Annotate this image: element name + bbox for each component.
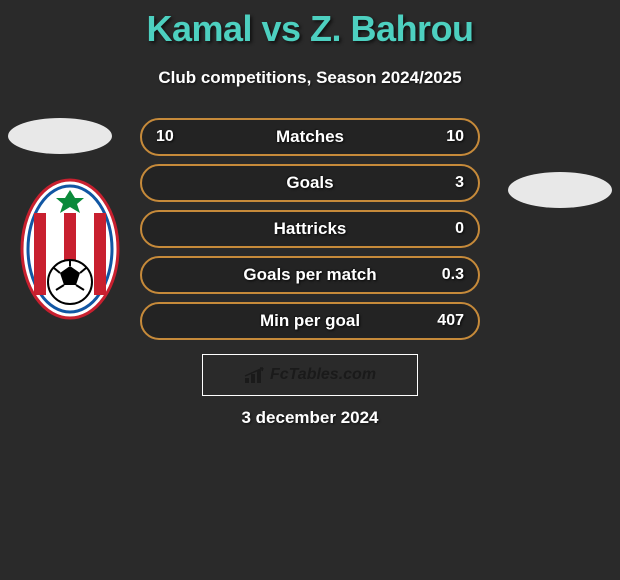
page-title: Kamal vs Z. Bahrou bbox=[0, 0, 620, 50]
stat-label: Hattricks bbox=[274, 219, 347, 239]
subtitle: Club competitions, Season 2024/2025 bbox=[0, 68, 620, 88]
date-text: 3 december 2024 bbox=[241, 408, 378, 428]
bar-chart-icon bbox=[244, 366, 266, 384]
stat-row-min-per-goal: Min per goal 407 bbox=[140, 302, 480, 340]
stat-label: Goals per match bbox=[243, 265, 376, 285]
stats-container: 10 Matches 10 Goals 3 Hattricks 0 Goals … bbox=[0, 118, 620, 348]
stat-row-goals: Goals 3 bbox=[140, 164, 480, 202]
stat-row-matches: 10 Matches 10 bbox=[140, 118, 480, 156]
stat-label: Goals bbox=[286, 173, 333, 193]
stat-label: Min per goal bbox=[260, 311, 360, 331]
watermark-text: FcTables.com bbox=[270, 366, 376, 384]
watermark: FcTables.com bbox=[202, 354, 418, 396]
stat-right-value: 10 bbox=[446, 128, 464, 146]
stat-left-value: 10 bbox=[156, 128, 174, 146]
stat-right-value: 0.3 bbox=[442, 266, 464, 284]
stat-row-hattricks: Hattricks 0 bbox=[140, 210, 480, 248]
stat-right-value: 407 bbox=[437, 312, 464, 330]
stat-right-value: 3 bbox=[455, 174, 464, 192]
stat-label: Matches bbox=[276, 127, 344, 147]
stat-row-goals-per-match: Goals per match 0.3 bbox=[140, 256, 480, 294]
stat-right-value: 0 bbox=[455, 220, 464, 238]
